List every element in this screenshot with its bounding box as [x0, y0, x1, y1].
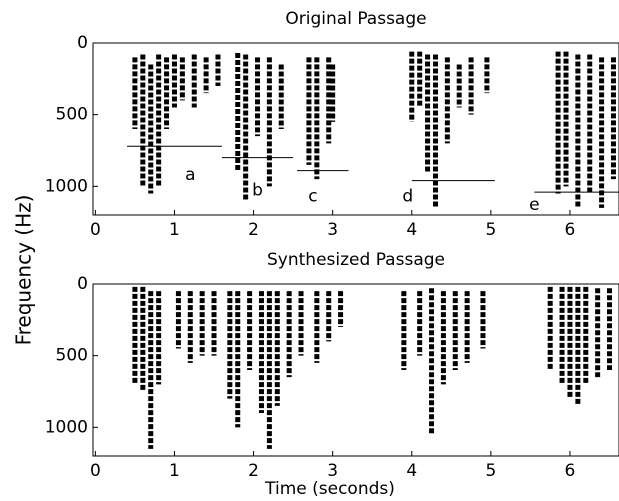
plot-frame — [92, 42, 619, 216]
y-tick-label: 1000 — [45, 417, 88, 437]
y-tick-label: 0 — [77, 274, 88, 294]
x-axis-label: Time (seconds) — [264, 479, 395, 499]
x-tick-label: 1 — [169, 220, 180, 240]
annotation-label: d — [402, 186, 413, 206]
x-tick-label: 4 — [406, 220, 417, 240]
x-tick-label: 4 — [406, 461, 417, 481]
annotation-label: e — [529, 195, 539, 215]
y-tick-label: 500 — [56, 346, 88, 366]
y-axis-label: Frequency (Hz) — [12, 195, 36, 346]
x-tick-label: 2 — [248, 461, 259, 481]
annotation-label: a — [185, 165, 195, 185]
x-tick-label: 3 — [327, 461, 338, 481]
x-tick-label: 5 — [485, 461, 496, 481]
x-tick-label: 1 — [169, 461, 180, 481]
y-tick-label: 1000 — [45, 176, 88, 196]
x-tick-label: 5 — [485, 220, 496, 240]
panel-title: Original Passage — [285, 9, 426, 29]
x-tick-label: 6 — [565, 220, 576, 240]
annotation-label: c — [308, 186, 317, 206]
x-tick-label: 0 — [90, 461, 101, 481]
x-tick-label: 0 — [90, 220, 101, 240]
panel-title: Synthesized Passage — [267, 250, 445, 270]
y-tick-label: 0 — [77, 33, 88, 53]
x-tick-label: 6 — [565, 461, 576, 481]
x-tick-label: 2 — [248, 220, 259, 240]
annotation-label: b — [252, 181, 263, 201]
plot-frame — [92, 283, 619, 457]
y-tick-label: 500 — [56, 105, 88, 125]
x-tick-label: 3 — [327, 220, 338, 240]
